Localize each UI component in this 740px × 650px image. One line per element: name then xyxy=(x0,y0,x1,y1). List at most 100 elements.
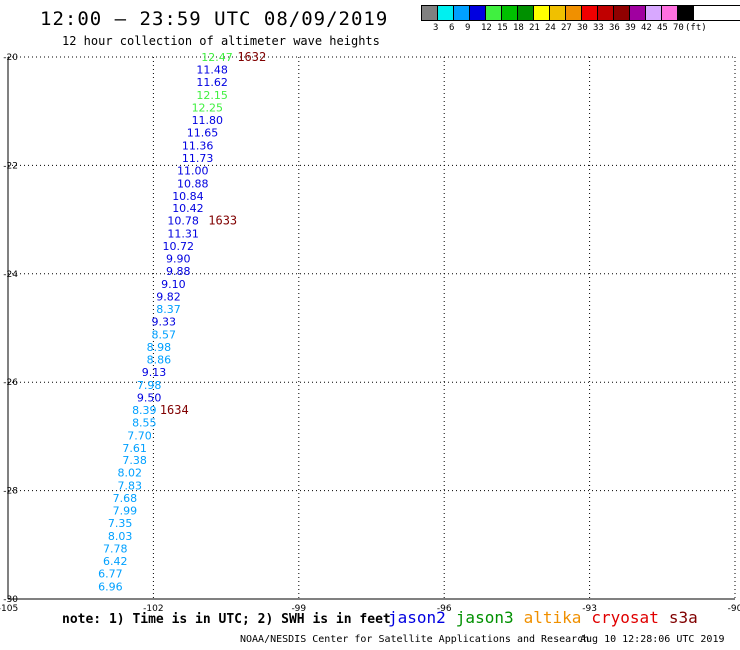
satellite-legend-entry: jason3 xyxy=(455,608,514,627)
colorbar-swatch xyxy=(630,6,646,20)
wave-height-point: 7.98 xyxy=(137,379,162,392)
wave-height-point: 6.77 xyxy=(98,568,123,581)
colorbar-label: 27 xyxy=(561,23,572,33)
y-tick-label: -30 xyxy=(3,595,18,605)
satellite-legend-entry: altika xyxy=(523,608,582,627)
colorbar-swatch xyxy=(662,6,678,20)
footnote: note: 1) Time is in UTC; 2) SWH is in fe… xyxy=(62,612,391,627)
colorbar-label: 3 xyxy=(433,23,439,33)
wave-height-point: 8.98 xyxy=(147,341,172,354)
colorbar-label: 9 xyxy=(465,23,471,33)
colorbar-label: 42 xyxy=(641,23,652,33)
colorbar-swatch xyxy=(454,6,470,20)
colorbar-swatch xyxy=(582,6,598,20)
colorbar-label: 24 xyxy=(545,23,556,33)
wave-height-point: 11.65 xyxy=(187,126,219,139)
x-tick-label: -90 xyxy=(728,604,740,614)
wave-height-point: 10.78 xyxy=(167,215,199,228)
generation-timestamp: Aug 10 12:28:06 UTC 2019 xyxy=(580,634,725,645)
chart-subtitle: 12 hour collection of altimeter wave hei… xyxy=(62,34,380,48)
wave-height-point: 7.78 xyxy=(103,543,128,556)
x-tick-label: -93 xyxy=(582,604,597,614)
colorbar-swatch xyxy=(614,6,630,20)
colorbar-swatch xyxy=(422,6,438,20)
colorbar-swatch xyxy=(566,6,582,20)
y-tick-label: -24 xyxy=(3,270,18,280)
y-tick-label: -26 xyxy=(3,378,18,388)
x-tick-label: -99 xyxy=(291,604,306,614)
wave-height-point: 11.80 xyxy=(192,114,224,127)
colorbar-label: 45 xyxy=(657,23,668,33)
wave-height-point: 7.99 xyxy=(113,505,138,518)
wave-height-point: 8.39 xyxy=(132,404,157,417)
satellite-legend-entry: jason2 xyxy=(388,608,446,627)
colorbar-label: 36 xyxy=(609,23,620,33)
satellite-legend-entry: cryosat xyxy=(591,608,659,627)
colorbar-swatch xyxy=(438,6,454,20)
pass-time-label: 1633 xyxy=(208,214,237,228)
satellite-legend-entry: s3a xyxy=(668,608,698,627)
x-tick-label: -105 xyxy=(0,604,18,614)
colorbar-swatch xyxy=(550,6,566,20)
chart-title: 12:00 — 23:59 UTC 08/09/2019 xyxy=(40,8,389,30)
colorbar-label: 39 xyxy=(625,23,636,33)
wave-height-point: 9.13 xyxy=(142,366,167,379)
wave-height-point: 8.37 xyxy=(156,303,181,316)
colorbar-swatch xyxy=(678,6,694,20)
wave-height-point: 9.90 xyxy=(166,253,191,266)
colorbar-label: 33 xyxy=(593,23,604,33)
colorbar-label: 21 xyxy=(529,23,540,33)
colorbar-label: (ft) xyxy=(685,23,707,33)
colorbar-label: 12 xyxy=(481,23,492,33)
x-tick-label: -102 xyxy=(143,604,163,614)
y-tick-label: -22 xyxy=(3,161,18,171)
colorbar-label: 15 xyxy=(497,23,508,33)
wave-height-point: 11.48 xyxy=(196,63,228,76)
colorbar-swatch xyxy=(470,6,486,20)
wave-height-point: 8.86 xyxy=(147,353,172,366)
wave-height-point: 11.73 xyxy=(182,152,214,165)
colorbar-label: 70 xyxy=(673,23,684,33)
y-tick-label: -28 xyxy=(3,487,18,497)
credit-line: NOAA/NESDIS Center for Satellite Applica… xyxy=(240,634,590,645)
wave-height-point: 12.15 xyxy=(196,89,228,102)
colorbar-swatch xyxy=(598,6,614,20)
wave-height-point: 7.35 xyxy=(108,517,133,530)
wave-height-point: 11.62 xyxy=(196,76,228,89)
wave-height-point: 8.03 xyxy=(108,530,133,543)
wave-height-point: 12.25 xyxy=(192,101,224,114)
wave-height-point: 9.50 xyxy=(137,391,162,404)
colorbar-label: 18 xyxy=(513,23,524,33)
colorbar-swatch xyxy=(502,6,518,20)
wave-height-point: 7.70 xyxy=(127,429,152,442)
wave-height-point: 10.42 xyxy=(172,202,204,215)
wave-height-point: 10.88 xyxy=(177,177,209,190)
wave-height-point: 10.84 xyxy=(172,190,204,203)
colorbar-label: 6 xyxy=(449,23,455,33)
wave-height-point: 6.96 xyxy=(98,581,123,594)
colorbar-swatch xyxy=(518,6,534,20)
satellite-legend: jason2 jason3 altika cryosat s3a xyxy=(388,608,708,627)
colorbar-label: 30 xyxy=(577,23,588,33)
wave-height-point: 7.68 xyxy=(113,492,138,505)
x-tick-label: -96 xyxy=(437,604,452,614)
wave-height-point: 11.31 xyxy=(167,228,199,241)
colorbar-swatch xyxy=(534,6,550,20)
wave-height-point: 9.88 xyxy=(166,265,191,278)
colorbar-labels: 3 6 9 12 15 18 21 24 27 30 33 36 39 42 45 70 (ft) xyxy=(421,23,740,35)
wave-height-point: 9.10 xyxy=(161,278,186,291)
wave-height-point: 7.61 xyxy=(122,442,147,455)
pass-time-label: 1634 xyxy=(160,403,189,417)
wave-height-point: 9.82 xyxy=(156,291,181,304)
colorbar-swatches xyxy=(421,5,740,21)
pass-time-label: 1632 xyxy=(237,50,266,64)
y-tick-label: -20 xyxy=(3,53,18,63)
colorbar-swatch xyxy=(486,6,502,20)
wave-height-point: 9.33 xyxy=(151,315,176,328)
colorbar-swatch xyxy=(646,6,662,20)
wave-height-colorbar: 3 6 9 12 15 18 21 24 27 30 33 36 39 42 45 70 (ft) xyxy=(421,5,740,35)
wave-height-point: 7.83 xyxy=(118,480,143,493)
wave-height-point: 8.02 xyxy=(118,467,143,480)
wave-height-point: 6.42 xyxy=(103,555,128,568)
